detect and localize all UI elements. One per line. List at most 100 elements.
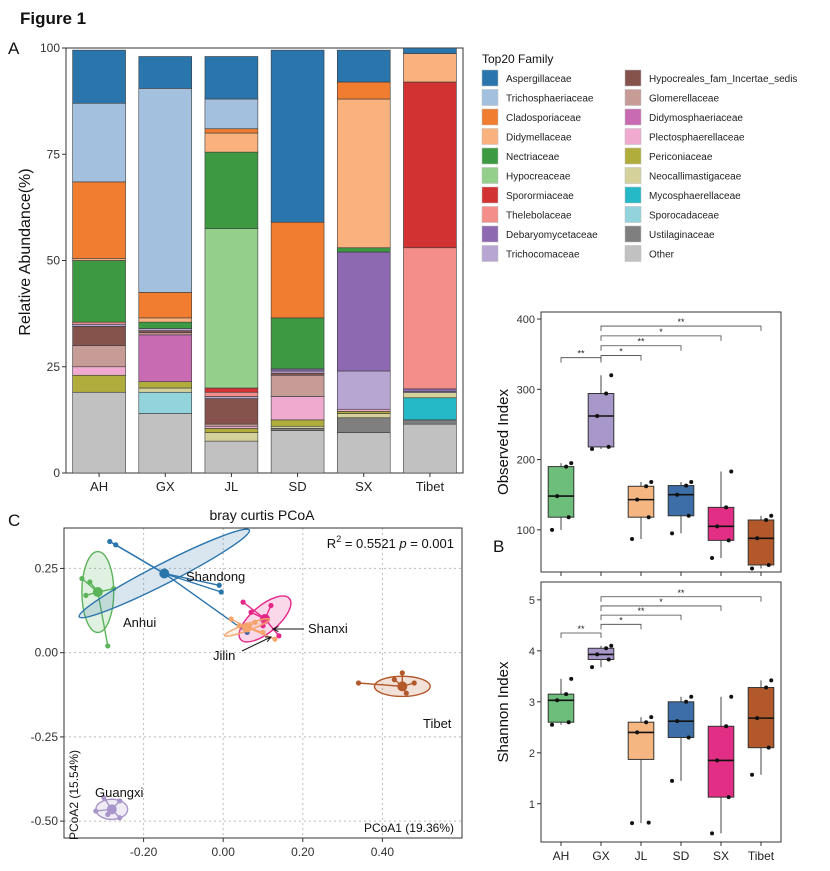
legend-swatch-mycosphaerellaceae [624, 186, 642, 204]
legend-swatch-didymosphaeriaceae [624, 108, 642, 126]
legend-label-sporocadaceae: Sporocadaceae [649, 211, 719, 222]
bar-ah-plectosphaerellaceae [72, 366, 126, 376]
bar-sx-didymellaceae [336, 98, 391, 249]
x-tick-label-gx: GX [156, 479, 175, 494]
bar-gx-hypocreales-fam-incertae-sedis [138, 330, 193, 334]
bar-sd-glomerellaceae [270, 374, 325, 397]
bar-tibet-ustilaginaceae [403, 419, 457, 425]
box-ylabel: Observed Index [495, 389, 512, 495]
spoke-shandong-4 [163, 572, 248, 634]
bar-ah-thelebolaceae [72, 321, 126, 325]
point-ah-1 [566, 720, 571, 725]
y-tick-label-2: 2 [529, 748, 535, 760]
bar-jl-hypocreaceae [204, 228, 259, 389]
bar-ah-glomerellaceae [72, 345, 126, 368]
point-shandong-1 [113, 542, 119, 548]
legend-swatch-glomerellaceae [624, 89, 642, 106]
legend-label-mycosphaerellaceae: Mycosphaerellaceae [649, 191, 741, 202]
x-tick-label-0-2: 0.20 [291, 845, 315, 859]
significance-label-2: ** [637, 337, 645, 347]
point-tibet-2 [403, 690, 409, 696]
group-label-guangxi: Guangxi [95, 785, 144, 800]
point-gx-2 [595, 652, 600, 657]
point-guangxi-2 [117, 798, 123, 804]
bar-sx-nectriaceae [336, 247, 391, 253]
point-gx-2 [595, 414, 600, 418]
legend-label-glomerellaceae: Glomerellaceae [649, 94, 719, 105]
significance-label-2: ** [637, 606, 645, 616]
legend-swatch-plectosphaerellaceae [624, 128, 642, 145]
point-jl-1 [646, 820, 651, 825]
legend-swatch-other [624, 245, 642, 262]
legend-swatch-sporocadaceae [624, 206, 642, 223]
bar-tibet-sporormiaceae [403, 81, 457, 249]
bar-ah-periconiaceae [72, 374, 126, 393]
pcoa-title: bray curtis PCoA [209, 507, 315, 523]
bar-jl-other [204, 440, 259, 474]
point-tibet-3 [411, 680, 417, 686]
x-tick-label-sd: SD [289, 479, 307, 494]
point-jl-4 [649, 715, 654, 720]
box-gx [587, 393, 615, 448]
bar-gx-didymellaceae [138, 317, 193, 323]
point-sd-4 [689, 694, 694, 699]
point-anhui-4 [87, 579, 93, 585]
point-ah-4 [569, 461, 574, 466]
significance-label-3: * [659, 327, 663, 337]
bar-sx-cladosporiaceae [336, 81, 391, 100]
centroid-anhui [92, 587, 103, 598]
y-tick-label-200: 200 [517, 455, 535, 467]
box-ah [547, 693, 575, 723]
group-label-tibet: Tibet [423, 716, 452, 731]
legend-label-ustilaginaceae: Ustilaginaceae [649, 230, 715, 241]
point-tibet-2 [755, 536, 760, 541]
point-sd-1 [686, 513, 691, 518]
legend-swatch-ustilaginaceae [624, 225, 642, 243]
x-tick-label-gx: GX [592, 849, 609, 863]
bar-gx-didymosphaeriaceae [138, 334, 193, 382]
legend-swatch-periconiaceae [624, 147, 642, 165]
point-jl-1 [646, 515, 651, 520]
point-sd-2 [675, 492, 680, 497]
significance-label-1: * [619, 347, 623, 357]
y-tick-label-4: 4 [529, 646, 535, 658]
bar-jl-thelebolaceae [204, 391, 259, 397]
bar-sd-debaryomycetaceae [270, 368, 325, 372]
point-shandong-3 [218, 589, 224, 595]
group-label-shandong: Shandong [186, 569, 245, 584]
point-sx-0 [710, 831, 715, 836]
box-ah [547, 466, 575, 518]
bar-sd-plectosphaerellaceae [270, 396, 325, 421]
bar-tibet-debaryomycetaceae [403, 388, 457, 392]
legend-label-thelebolaceae: Thelebolaceae [506, 211, 572, 222]
bar-ah-cladosporiaceae [72, 181, 126, 259]
bar-tibet-thelebolaceae [403, 247, 457, 390]
point-shanxi-1 [248, 609, 254, 615]
point-tibet-2 [755, 716, 760, 721]
legend-label-nectriaceae: Nectriaceae [506, 152, 560, 163]
bar-gx-trichocomaceae [138, 328, 193, 331]
spoke-anhui-2 [97, 591, 109, 647]
y-tick-label-0: 0.00 [35, 646, 59, 660]
spoke-shandong-3 [164, 572, 222, 593]
point-jilin-1 [236, 623, 242, 629]
legend-swatch-trichocomaceae [481, 245, 499, 262]
point-sd-4 [689, 480, 694, 485]
significance-bracket-2 [600, 345, 682, 351]
legend-swatch-hypocreales-fam-incertae-sedis [624, 69, 642, 87]
point-ah-2 [555, 698, 560, 703]
box-jl [627, 485, 655, 518]
legend-label-didymellaceae: Didymellaceae [506, 133, 572, 144]
point-tibet-4 [399, 670, 405, 676]
legend-label-neocallimastigaceae: Neocallimastigaceae [649, 172, 742, 183]
point-ah-0 [550, 527, 555, 532]
pcoa-xlabel: PCoA1 (19.36%) [364, 821, 454, 835]
point-tibet-1 [391, 677, 397, 683]
point-shandong-2 [216, 582, 222, 588]
bar-sd-trichocomaceae [270, 370, 325, 374]
bar-gx-nectriaceae [138, 321, 193, 329]
point-gx-1 [606, 444, 611, 449]
group-label-jilin: Jilin [213, 648, 235, 663]
significance-label-0: ** [577, 624, 585, 634]
